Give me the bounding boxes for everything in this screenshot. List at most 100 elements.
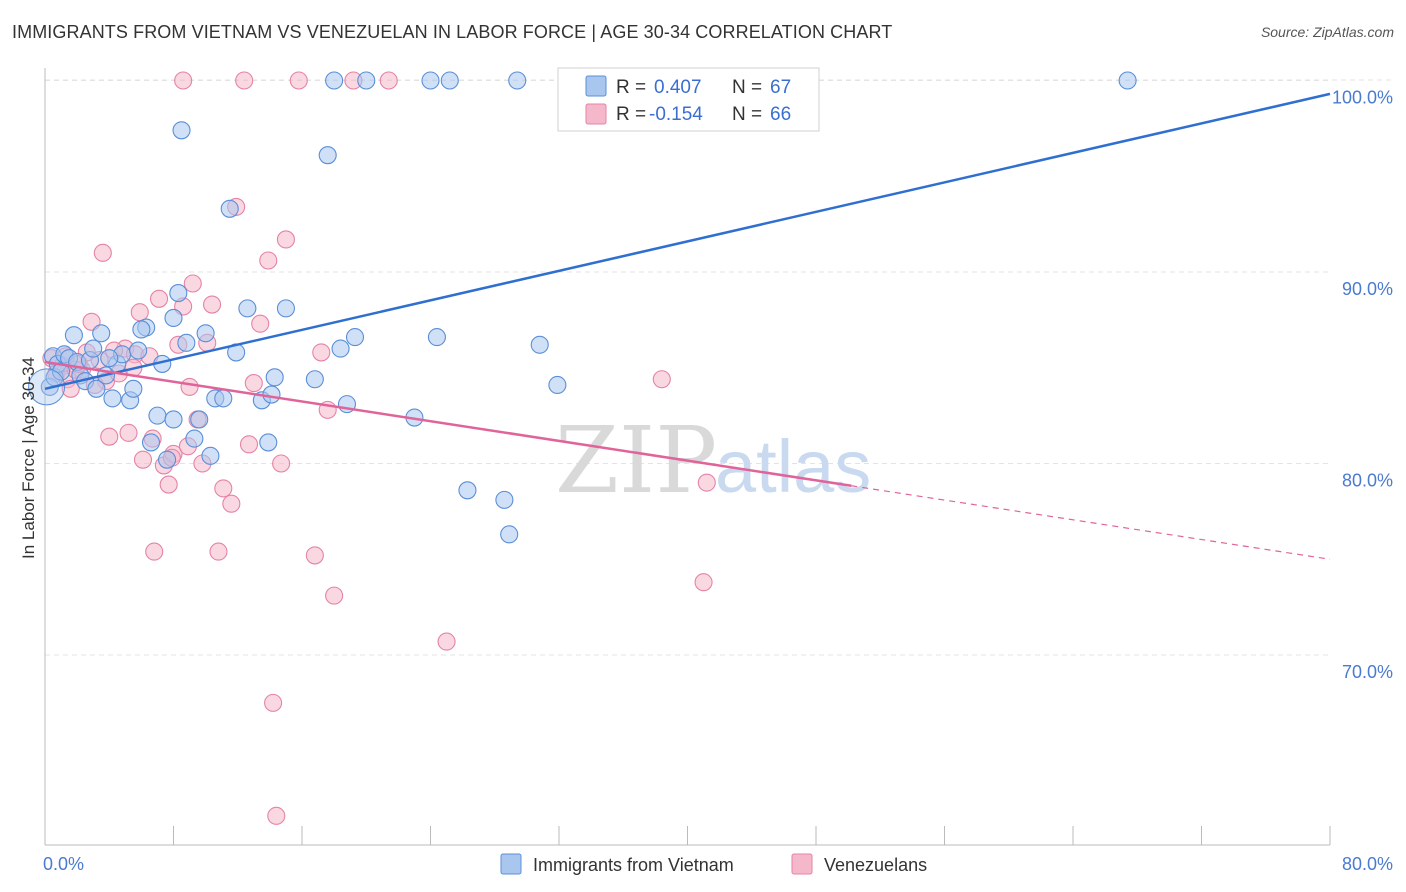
legend-r-label-2: R = [616,104,646,125]
watermark-atlas: atlas [715,425,871,508]
venezuelans-point [93,243,112,262]
legend-swatch-blue [585,75,607,97]
vietnam-point [238,299,257,318]
vietnam-point [172,121,191,140]
x-tick-label-max: 80.0% [1342,854,1393,874]
venezuelans-point [379,71,398,90]
trend-line-dashed-1 [851,485,1331,560]
vietnam-point [357,71,376,90]
vietnam-point [190,410,209,429]
vietnam-point [87,379,106,398]
vietnam-point [100,349,119,368]
vietnam-points [28,71,1137,544]
venezuelans-point [289,71,308,90]
vietnam-point [220,199,239,218]
vietnam-point [132,320,151,339]
vietnam-point [440,71,459,90]
venezuelans-point [694,573,713,592]
bottom-legend-swatch-venezuelans [791,853,813,875]
watermark: ZIP atlas [555,407,871,514]
axis-labels: 70.0% 80.0% 90.0% 100.0% 0.0% 80.0% In Labor F… [19,88,1393,875]
vietnam-point [92,324,111,343]
venezuelans-point [130,303,149,322]
venezuelans-point [259,251,278,270]
vietnam-point [52,362,71,381]
vietnam-point [124,379,143,398]
legend-r-value-2: -0.154 [649,104,703,125]
vietnam-point [164,308,183,328]
vietnam-point [177,333,196,352]
source-label: Source: ZipAtlas.com [1260,24,1394,40]
legend-n-label-1: N = [732,77,762,98]
venezuelans-point [222,494,241,513]
bottom-legend-swatch-vietnam [500,853,522,875]
venezuelans-point [267,806,286,825]
venezuelans-point [325,586,344,605]
bottom-legend-venezuelans: Venezuelans [824,855,927,875]
chart-title: IMMIGRANTS FROM VIETNAM VS VENEZUELAN IN… [12,22,893,42]
vietnam-point [458,481,477,500]
grid-lines [45,79,1392,656]
vietnam-point [164,410,183,429]
legend-n-value-1: 67 [770,77,791,98]
venezuelans-point [244,374,263,393]
vietnam-point [427,328,446,347]
bottom-legend: Immigrants from Vietnam Venezuelans [500,853,927,875]
vietnam-point [1118,71,1137,90]
vietnam-point [305,370,324,389]
venezuelans-point [239,435,259,454]
y-tick-label: 100.0% [1332,88,1393,108]
vietnam-point [141,433,161,452]
vietnam-point [103,389,122,408]
venezuelans-point [209,542,228,561]
venezuelans-point [214,479,233,498]
venezuelans-point [276,230,295,249]
legend-box: R = 0.407 N = 67 R = -0.154 N = 66 [557,67,820,132]
trend-line-1 [44,360,852,488]
vietnam-point [548,375,567,395]
vietnam-point [500,525,519,544]
vietnam-point [201,446,220,465]
venezuelans-point [312,343,331,362]
y-axis-title: In Labor Force | Age 30-34 [19,357,38,559]
venezuelans-point [305,546,324,565]
venezuelans-point [652,370,671,389]
y-tick-label: 70.0% [1342,662,1393,682]
venezuelans-point [149,289,169,308]
venezuelans-point [133,450,153,469]
venezuelans-point [697,473,716,492]
venezuelans-point [159,475,178,494]
vietnam-point [318,146,337,165]
legend-n-label-2: N = [732,104,762,125]
vietnam-point [421,71,440,90]
venezuelans-point [174,71,193,90]
venezuelans-point [272,454,291,473]
vietnam-point [129,341,148,360]
vietnam-point [262,385,281,404]
vietnam-point [325,71,344,90]
vietnam-point [158,450,177,469]
venezuelans-point [100,427,119,446]
vietnam-point [185,429,204,448]
venezuelans-point [203,295,222,314]
y-tick-label: 80.0% [1342,471,1393,491]
venezuelans-point [145,542,164,561]
vietnam-point-cluster [28,368,66,406]
venezuelans-point [180,377,199,396]
vietnam-point [530,335,549,354]
vietnam-point [196,324,215,343]
y-tick-label: 90.0% [1342,279,1393,299]
vietnam-point [345,328,365,347]
venezuelans-point [264,693,283,712]
venezuelans-point [235,71,254,90]
venezuelans-point [437,632,456,651]
bottom-legend-vietnam: Immigrants from Vietnam [533,855,734,875]
vietnam-point [169,284,188,303]
trend-line-0 [44,92,1331,391]
legend-swatch-pink [585,103,607,125]
vietnam-point [276,299,295,318]
vietnam-point [64,326,83,345]
venezuelans-point [251,314,270,333]
vietnam-point [259,433,278,452]
